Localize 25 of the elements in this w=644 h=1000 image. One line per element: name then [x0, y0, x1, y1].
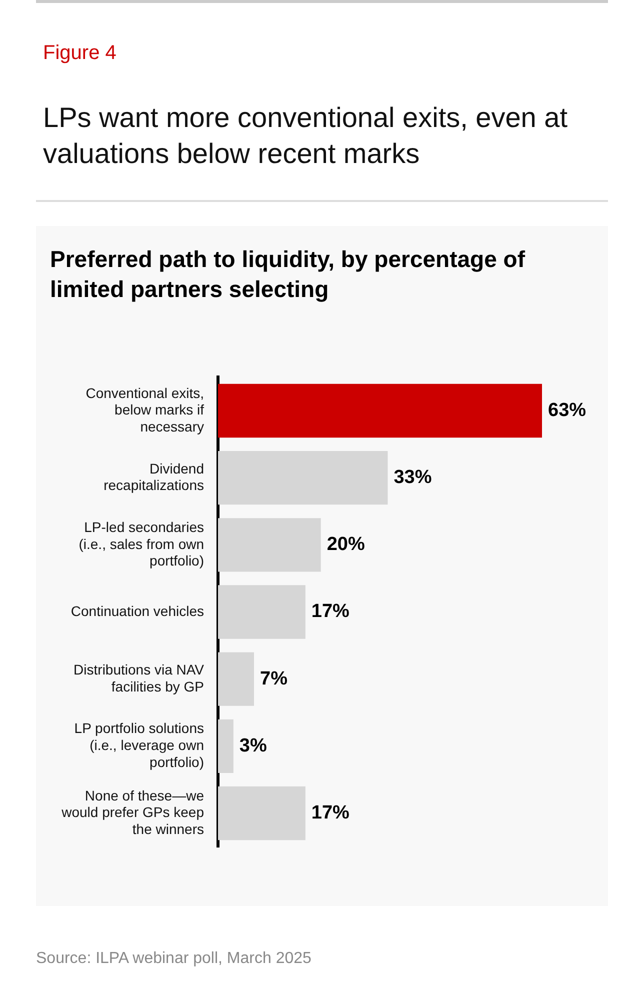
bar — [218, 719, 234, 774]
bar — [218, 585, 306, 639]
bar — [218, 384, 542, 438]
y-tick-label: LP portfolio solutions (i.e., leverage own portfolio) — [74, 720, 204, 770]
chart-subtitle: Preferred path to liquidity, by percentage of limited partners selecting — [50, 245, 526, 304]
data-label: 20% — [326, 534, 365, 556]
bar — [218, 518, 321, 572]
data-label: 17% — [311, 802, 350, 824]
chart-title: LPs want more conventional exits, even at valuations below recent marks — [43, 101, 569, 171]
data-label: 3% — [239, 735, 267, 756]
data-label: 33% — [394, 467, 432, 488]
source-note: Source: ILPA webinar poll, March 2025 — [36, 950, 312, 968]
data-label: 7% — [260, 668, 288, 690]
y-tick-label: Conventional exits, below marks if necessary — [86, 384, 204, 434]
bar — [218, 450, 388, 505]
y-tick-label: Continuation vehicles — [70, 602, 204, 619]
bar — [218, 652, 254, 706]
y-tick-label: None of these—we would prefer GPs keep the winners — [60, 787, 204, 837]
y-tick-label: LP-led secondaries (i.e., sales from own portfolio) — [78, 518, 204, 569]
y-tick-label: Dividend recapitalizations — [104, 460, 204, 494]
data-label: 17% — [311, 601, 350, 622]
data-label: 63% — [548, 400, 586, 421]
y-tick-label: Distributions via NAV facilities by GP — [74, 662, 205, 694]
bar — [218, 786, 306, 840]
caption: Figure 4 — [43, 42, 116, 65]
